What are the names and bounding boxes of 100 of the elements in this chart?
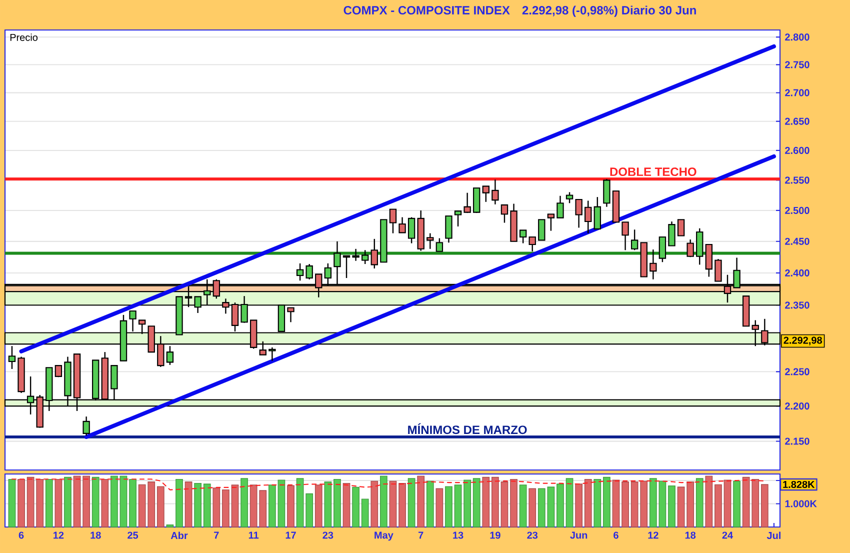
candlestick xyxy=(296,262,304,282)
y-tick-label: 2.350 xyxy=(785,302,810,309)
candlestick xyxy=(538,219,546,241)
candlestick xyxy=(436,238,444,252)
bar xyxy=(417,476,425,528)
bar xyxy=(101,478,109,528)
bar xyxy=(194,482,202,528)
candlestick xyxy=(454,210,462,228)
x-tick-label: 17 xyxy=(286,532,296,539)
bar xyxy=(129,478,136,528)
candlestick xyxy=(445,215,452,244)
bar xyxy=(584,478,592,528)
candlestick xyxy=(714,258,722,282)
bar xyxy=(492,476,499,528)
y-tick-label: 2.500 xyxy=(785,206,810,214)
bar xyxy=(538,488,546,528)
x-tick-label: 12 xyxy=(54,532,64,539)
bar xyxy=(342,482,350,528)
bar xyxy=(482,476,490,528)
candlestick xyxy=(519,230,527,244)
y-tick-label: 2.800 xyxy=(785,34,810,41)
bar xyxy=(306,493,314,528)
x-tick-label: 18 xyxy=(90,532,101,539)
bar xyxy=(166,524,174,528)
candlestick xyxy=(668,220,676,246)
candlestick xyxy=(398,216,406,234)
y-tick-label: 2.550 xyxy=(785,176,810,184)
bar xyxy=(594,478,602,528)
bar xyxy=(426,480,434,528)
bar xyxy=(454,484,462,528)
x-tick-label: 11 xyxy=(248,532,259,539)
chart-title: COMPX - COMPOSITE INDEX xyxy=(344,6,510,15)
bar xyxy=(547,486,555,528)
x-tick-label: 7 xyxy=(214,532,219,539)
bar xyxy=(324,482,332,528)
bar xyxy=(658,480,666,528)
chart-subtitle: 2.292,98 (-0,98%) Diario 30 Jun xyxy=(522,6,696,17)
bar xyxy=(724,480,732,528)
bar xyxy=(677,486,685,528)
ref-line-label: MÍNIMOS DE MARZO xyxy=(408,423,527,434)
bar xyxy=(334,478,341,528)
bar xyxy=(575,484,582,528)
bar xyxy=(696,478,704,528)
y-tick-label: 2.650 xyxy=(785,118,810,125)
bar xyxy=(73,476,81,528)
bar xyxy=(240,478,248,528)
bar xyxy=(212,488,220,528)
bar xyxy=(231,484,239,528)
bar xyxy=(472,478,480,528)
candlestick xyxy=(547,214,555,232)
bar xyxy=(556,484,564,528)
x-tick-label: 24 xyxy=(722,532,733,539)
bar xyxy=(714,484,722,528)
bar xyxy=(760,484,768,528)
candlestick xyxy=(566,192,574,204)
x-tick-label: May xyxy=(374,532,394,541)
data-label: 1.828K xyxy=(783,480,815,488)
x-tick-label: 19 xyxy=(490,532,500,539)
candlestick xyxy=(464,192,471,214)
x-tick-label: Jul xyxy=(766,532,780,540)
candlestick xyxy=(370,238,378,270)
y-tick-label: 2.400 xyxy=(785,269,810,276)
x-tick-label: Jun xyxy=(570,532,588,539)
bar xyxy=(668,486,676,528)
candlestick xyxy=(603,178,610,208)
bar xyxy=(314,484,322,528)
y-tick-label: 2.750 xyxy=(785,61,810,68)
x-tick-label: 6 xyxy=(18,532,24,539)
y-tick-label: 2.200 xyxy=(785,402,810,410)
candlestick xyxy=(575,198,582,228)
candlestick xyxy=(528,236,536,252)
x-tick-label: 18 xyxy=(685,532,696,539)
y-tick-label: 2.700 xyxy=(785,89,810,96)
bar xyxy=(278,480,286,528)
bar xyxy=(705,476,713,528)
x-tick-label: 12 xyxy=(648,532,658,539)
bar xyxy=(156,486,164,528)
bar xyxy=(222,489,230,528)
bar xyxy=(120,476,128,528)
bar xyxy=(361,498,369,528)
bar xyxy=(566,478,574,528)
candlestick xyxy=(658,236,666,263)
bar xyxy=(176,478,183,528)
bar xyxy=(733,480,740,528)
bar xyxy=(82,476,90,528)
bar xyxy=(398,482,406,528)
candlestick xyxy=(686,238,694,258)
candlestick xyxy=(408,216,416,244)
annotation: Precio xyxy=(10,34,38,41)
candlestick xyxy=(361,250,369,265)
candlestick xyxy=(482,186,490,202)
x-tick-label: 23 xyxy=(322,532,334,539)
x-tick-label: 25 xyxy=(128,532,138,539)
bar xyxy=(445,486,452,528)
bar xyxy=(500,482,508,528)
y-tick-label: 2.150 xyxy=(785,438,810,445)
text: 2.292,98 xyxy=(784,336,822,346)
bar xyxy=(380,476,388,528)
bar xyxy=(45,478,53,528)
candlestick xyxy=(500,204,508,224)
